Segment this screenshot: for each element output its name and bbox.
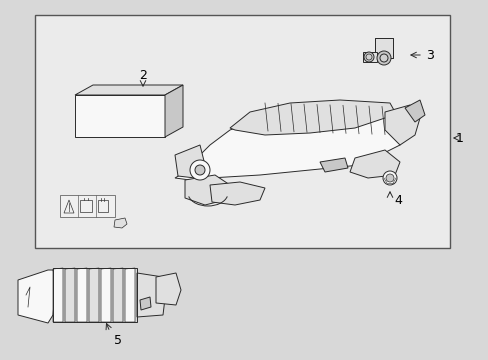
Bar <box>80 200 92 212</box>
Polygon shape <box>156 273 181 305</box>
Polygon shape <box>75 95 164 137</box>
Polygon shape <box>140 297 151 310</box>
Text: 4: 4 <box>393 194 401 207</box>
Polygon shape <box>184 175 229 205</box>
Polygon shape <box>404 100 424 122</box>
Polygon shape <box>114 218 127 228</box>
Text: 3: 3 <box>425 49 433 62</box>
Polygon shape <box>137 273 165 317</box>
Polygon shape <box>175 145 204 178</box>
Circle shape <box>363 52 373 62</box>
Polygon shape <box>349 150 399 178</box>
Polygon shape <box>362 52 376 62</box>
Circle shape <box>385 174 393 182</box>
Text: 5: 5 <box>114 333 122 346</box>
Polygon shape <box>229 100 394 135</box>
Polygon shape <box>101 268 111 322</box>
Bar <box>98 200 108 212</box>
Circle shape <box>365 54 371 60</box>
Circle shape <box>195 165 204 175</box>
Polygon shape <box>175 108 409 180</box>
Polygon shape <box>64 200 74 213</box>
Bar <box>53 268 137 322</box>
Bar <box>374 38 392 58</box>
Polygon shape <box>164 85 183 137</box>
Polygon shape <box>125 268 135 322</box>
Polygon shape <box>53 268 63 322</box>
Circle shape <box>190 160 209 180</box>
Text: 2: 2 <box>139 68 146 81</box>
Polygon shape <box>384 105 419 145</box>
Polygon shape <box>319 158 347 172</box>
Polygon shape <box>374 38 392 58</box>
Polygon shape <box>113 268 123 322</box>
Circle shape <box>382 171 396 185</box>
Bar <box>60 195 115 217</box>
Circle shape <box>376 51 390 65</box>
Bar <box>35 15 449 248</box>
Polygon shape <box>209 182 264 205</box>
Polygon shape <box>89 268 99 322</box>
Polygon shape <box>18 270 56 323</box>
Polygon shape <box>77 268 87 322</box>
Polygon shape <box>65 268 75 322</box>
Polygon shape <box>75 85 183 95</box>
Text: 1: 1 <box>455 131 463 144</box>
Circle shape <box>379 54 387 62</box>
